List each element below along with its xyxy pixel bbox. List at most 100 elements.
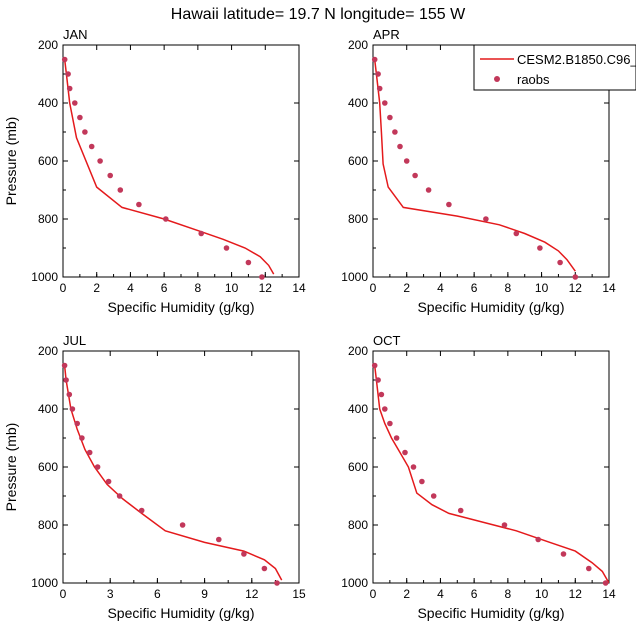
raobs-point <box>557 259 563 266</box>
raobs-point <box>74 420 80 427</box>
raobs-point <box>216 536 222 543</box>
x-axis-label: Specific Humidity (g/kg) <box>417 605 564 621</box>
x-tick-label: 6 <box>471 587 478 601</box>
panel-oct: OCT 0 2 4 6 8 10 12 14 200 400 600 800 1000 Specific H… <box>341 333 616 621</box>
y-tick-label: 200 <box>348 38 368 52</box>
x-tick-label: 3 <box>107 587 114 601</box>
y-tick-label: 400 <box>348 402 368 416</box>
raobs-point <box>501 522 508 528</box>
raobs-point <box>117 187 124 193</box>
y-tick-label: 1000 <box>31 270 58 284</box>
raobs-point <box>77 114 83 121</box>
x-tick-label: 10 <box>535 587 549 601</box>
y-tick-label: 800 <box>348 212 368 226</box>
x-tick-label: 14 <box>602 281 616 295</box>
panel-label: JAN <box>63 27 88 42</box>
y-tick-label: 800 <box>38 518 58 532</box>
x-tick-label: 8 <box>505 587 512 601</box>
x-tick-label: 14 <box>292 281 306 295</box>
y-tick-label: 200 <box>38 38 58 52</box>
raobs-point <box>382 406 388 412</box>
y-axis-label: Pressure (mb) <box>3 423 19 512</box>
x-axis-label: Specific Humidity (g/kg) <box>107 605 254 621</box>
raobs-point <box>259 274 265 280</box>
x-tick-label: 2 <box>403 281 410 295</box>
panel-jan: JAN 0 2 4 6 8 10 12 14 200 400 600 800 1000 Specific H… <box>3 27 306 315</box>
x-tick-label: 4 <box>437 587 444 601</box>
raobs-point <box>513 230 520 237</box>
raobs-point <box>376 85 383 92</box>
raobs-point <box>560 551 567 557</box>
y-tick-label: 600 <box>38 154 58 168</box>
raobs-point <box>72 100 78 106</box>
panel-label: APR <box>373 27 400 42</box>
x-axis-label: Specific Humidity (g/kg) <box>107 299 254 315</box>
raobs-point <box>86 449 93 456</box>
raobs-point <box>375 377 381 383</box>
raobs-point <box>241 551 247 557</box>
x-tick-label: 6 <box>471 281 478 295</box>
y-tick-label: 1000 <box>341 270 368 284</box>
y-tick-label: 600 <box>348 154 368 168</box>
x-tick-label: 4 <box>437 281 444 295</box>
raobs-point <box>105 478 112 485</box>
y-tick-label: 800 <box>348 518 368 532</box>
raobs-point <box>397 143 403 150</box>
x-tick-label: 10 <box>535 281 549 295</box>
panel-label: OCT <box>373 333 401 348</box>
raobs-point <box>412 172 418 179</box>
raobs-point <box>586 565 592 572</box>
y-tick-label: 600 <box>38 460 58 474</box>
raobs-point <box>274 580 280 586</box>
raobs-point <box>457 507 464 514</box>
raobs-point <box>446 201 452 208</box>
raobs-point <box>387 420 393 427</box>
model-series-line <box>373 59 576 272</box>
raobs-point <box>245 259 252 266</box>
raobs-point <box>116 493 123 499</box>
model-series-line <box>63 59 275 275</box>
x-tick-label: 2 <box>403 587 410 601</box>
panel-label: JUL <box>63 333 86 348</box>
raobs-point <box>371 56 378 63</box>
x-tick-label: 4 <box>127 281 134 295</box>
raobs-point <box>107 172 113 179</box>
raobs-point <box>198 230 204 237</box>
legend-model-label: CESM2.B1850.C96_m <box>517 52 636 67</box>
raobs-point <box>138 507 145 514</box>
x-tick-label: 14 <box>602 587 616 601</box>
raobs-point <box>97 158 103 164</box>
panel-jul: JUL 0 3 6 9 12 15 200 400 600 800 1000 Specific Humi… <box>3 333 306 621</box>
raobs-point <box>63 377 69 383</box>
raobs-point <box>393 435 400 441</box>
raobs-point <box>136 201 142 208</box>
raobs-point <box>371 362 378 369</box>
raobs-point <box>375 71 381 77</box>
x-tick-label: 12 <box>245 587 259 601</box>
x-tick-label: 6 <box>161 281 168 295</box>
model-series-line <box>373 365 609 583</box>
raobs-point <box>79 435 85 441</box>
raobs-point <box>88 143 95 150</box>
raobs-point <box>419 478 425 485</box>
y-tick-label: 200 <box>348 344 368 358</box>
x-tick-label: 0 <box>60 587 67 601</box>
raobs-point <box>403 158 410 164</box>
raobs-point <box>82 129 88 135</box>
x-tick-label: 8 <box>505 281 512 295</box>
raobs-point <box>61 56 68 63</box>
x-tick-label: 12 <box>259 281 273 295</box>
raobs-point <box>382 100 388 106</box>
chart-title: Hawaii latitude= 19.7 N longitude= 155 W <box>171 6 466 23</box>
y-tick-label: 400 <box>38 402 58 416</box>
raobs-point <box>66 391 73 398</box>
y-tick-label: 1000 <box>31 576 58 590</box>
x-axis-label: Specific Humidity (g/kg) <box>417 299 564 315</box>
raobs-point <box>94 464 101 470</box>
raobs-point <box>69 406 76 412</box>
raobs-point <box>66 85 73 92</box>
y-tick-label: 200 <box>38 344 58 358</box>
raobs-point <box>537 245 543 251</box>
raobs-point <box>61 362 68 369</box>
